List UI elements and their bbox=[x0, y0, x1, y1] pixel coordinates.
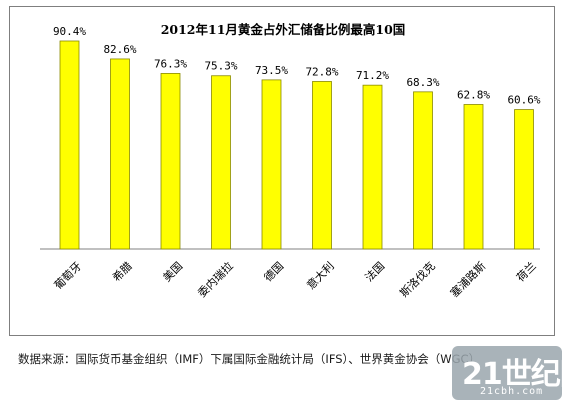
value-label-2: 82.6% bbox=[103, 43, 136, 56]
value-label-6: 72.8% bbox=[305, 65, 338, 78]
category-label-6: 意大利 bbox=[304, 259, 337, 292]
watermark-logo-text: 21世纪网 bbox=[462, 357, 574, 392]
bar-10 bbox=[514, 109, 534, 250]
value-label-5: 73.5% bbox=[255, 64, 288, 77]
category-label-1: 葡萄牙 bbox=[52, 260, 85, 293]
bar-5 bbox=[261, 79, 282, 250]
category-label-8: 斯洛伐克 bbox=[397, 259, 438, 300]
bar-8 bbox=[413, 91, 433, 250]
category-label-7: 法国 bbox=[362, 259, 387, 284]
bar-2 bbox=[110, 58, 130, 250]
category-label-2: 希腊 bbox=[109, 259, 134, 284]
bar-chart: 2012年11月黄金占外汇储备比例最高10国 90.4% 82.6% 76.3% 75… bbox=[40, 22, 541, 300]
category-label-10: 荷兰 bbox=[514, 260, 539, 285]
value-label-4: 75.3% bbox=[204, 60, 237, 73]
category-label-3: 美国 bbox=[161, 260, 186, 285]
bar-7 bbox=[362, 84, 383, 250]
category-labels-group: 葡萄牙 希腊 美国 委内瑞拉 德国 意大利 法国 斯洛伐克 塞浦路斯 荷兰 bbox=[52, 259, 539, 300]
value-label-3: 76.3% bbox=[154, 57, 187, 70]
chart-title: 2012年11月黄金占外汇储备比例最高10国 bbox=[161, 22, 406, 37]
value-label-10: 60.6% bbox=[507, 94, 540, 107]
value-labels-group: 90.4% 82.6% 76.3% 75.3% 73.5% 72.8% 71.2% 68.3%… bbox=[53, 25, 541, 107]
data-source-note: 数据来源：国际货币基金组织（IMF）下属国际金融统计局（IFS）、世界黄金协会（… bbox=[18, 352, 481, 366]
category-label-9: 塞浦路斯 bbox=[447, 259, 488, 300]
watermark-background bbox=[452, 346, 562, 400]
value-label-9: 62.8% bbox=[457, 89, 490, 102]
chart-frame: 2012年11月黄金占外汇储备比例最高10国 90.4% 82.6% 76.3% 75… bbox=[9, 6, 555, 336]
category-label-5: 德国 bbox=[261, 259, 286, 284]
value-label-8: 68.3% bbox=[406, 76, 439, 89]
bar-1 bbox=[59, 40, 80, 250]
bar-4 bbox=[211, 75, 231, 250]
bars-group bbox=[59, 40, 534, 250]
bar-3 bbox=[160, 73, 181, 250]
value-label-1: 90.4% bbox=[53, 25, 86, 38]
watermark-url: 21cbh.com bbox=[480, 386, 544, 397]
bar-9 bbox=[463, 104, 484, 250]
category-label-4: 委内瑞拉 bbox=[195, 259, 236, 300]
value-label-7: 71.2% bbox=[356, 69, 389, 82]
bar-6 bbox=[312, 81, 332, 250]
